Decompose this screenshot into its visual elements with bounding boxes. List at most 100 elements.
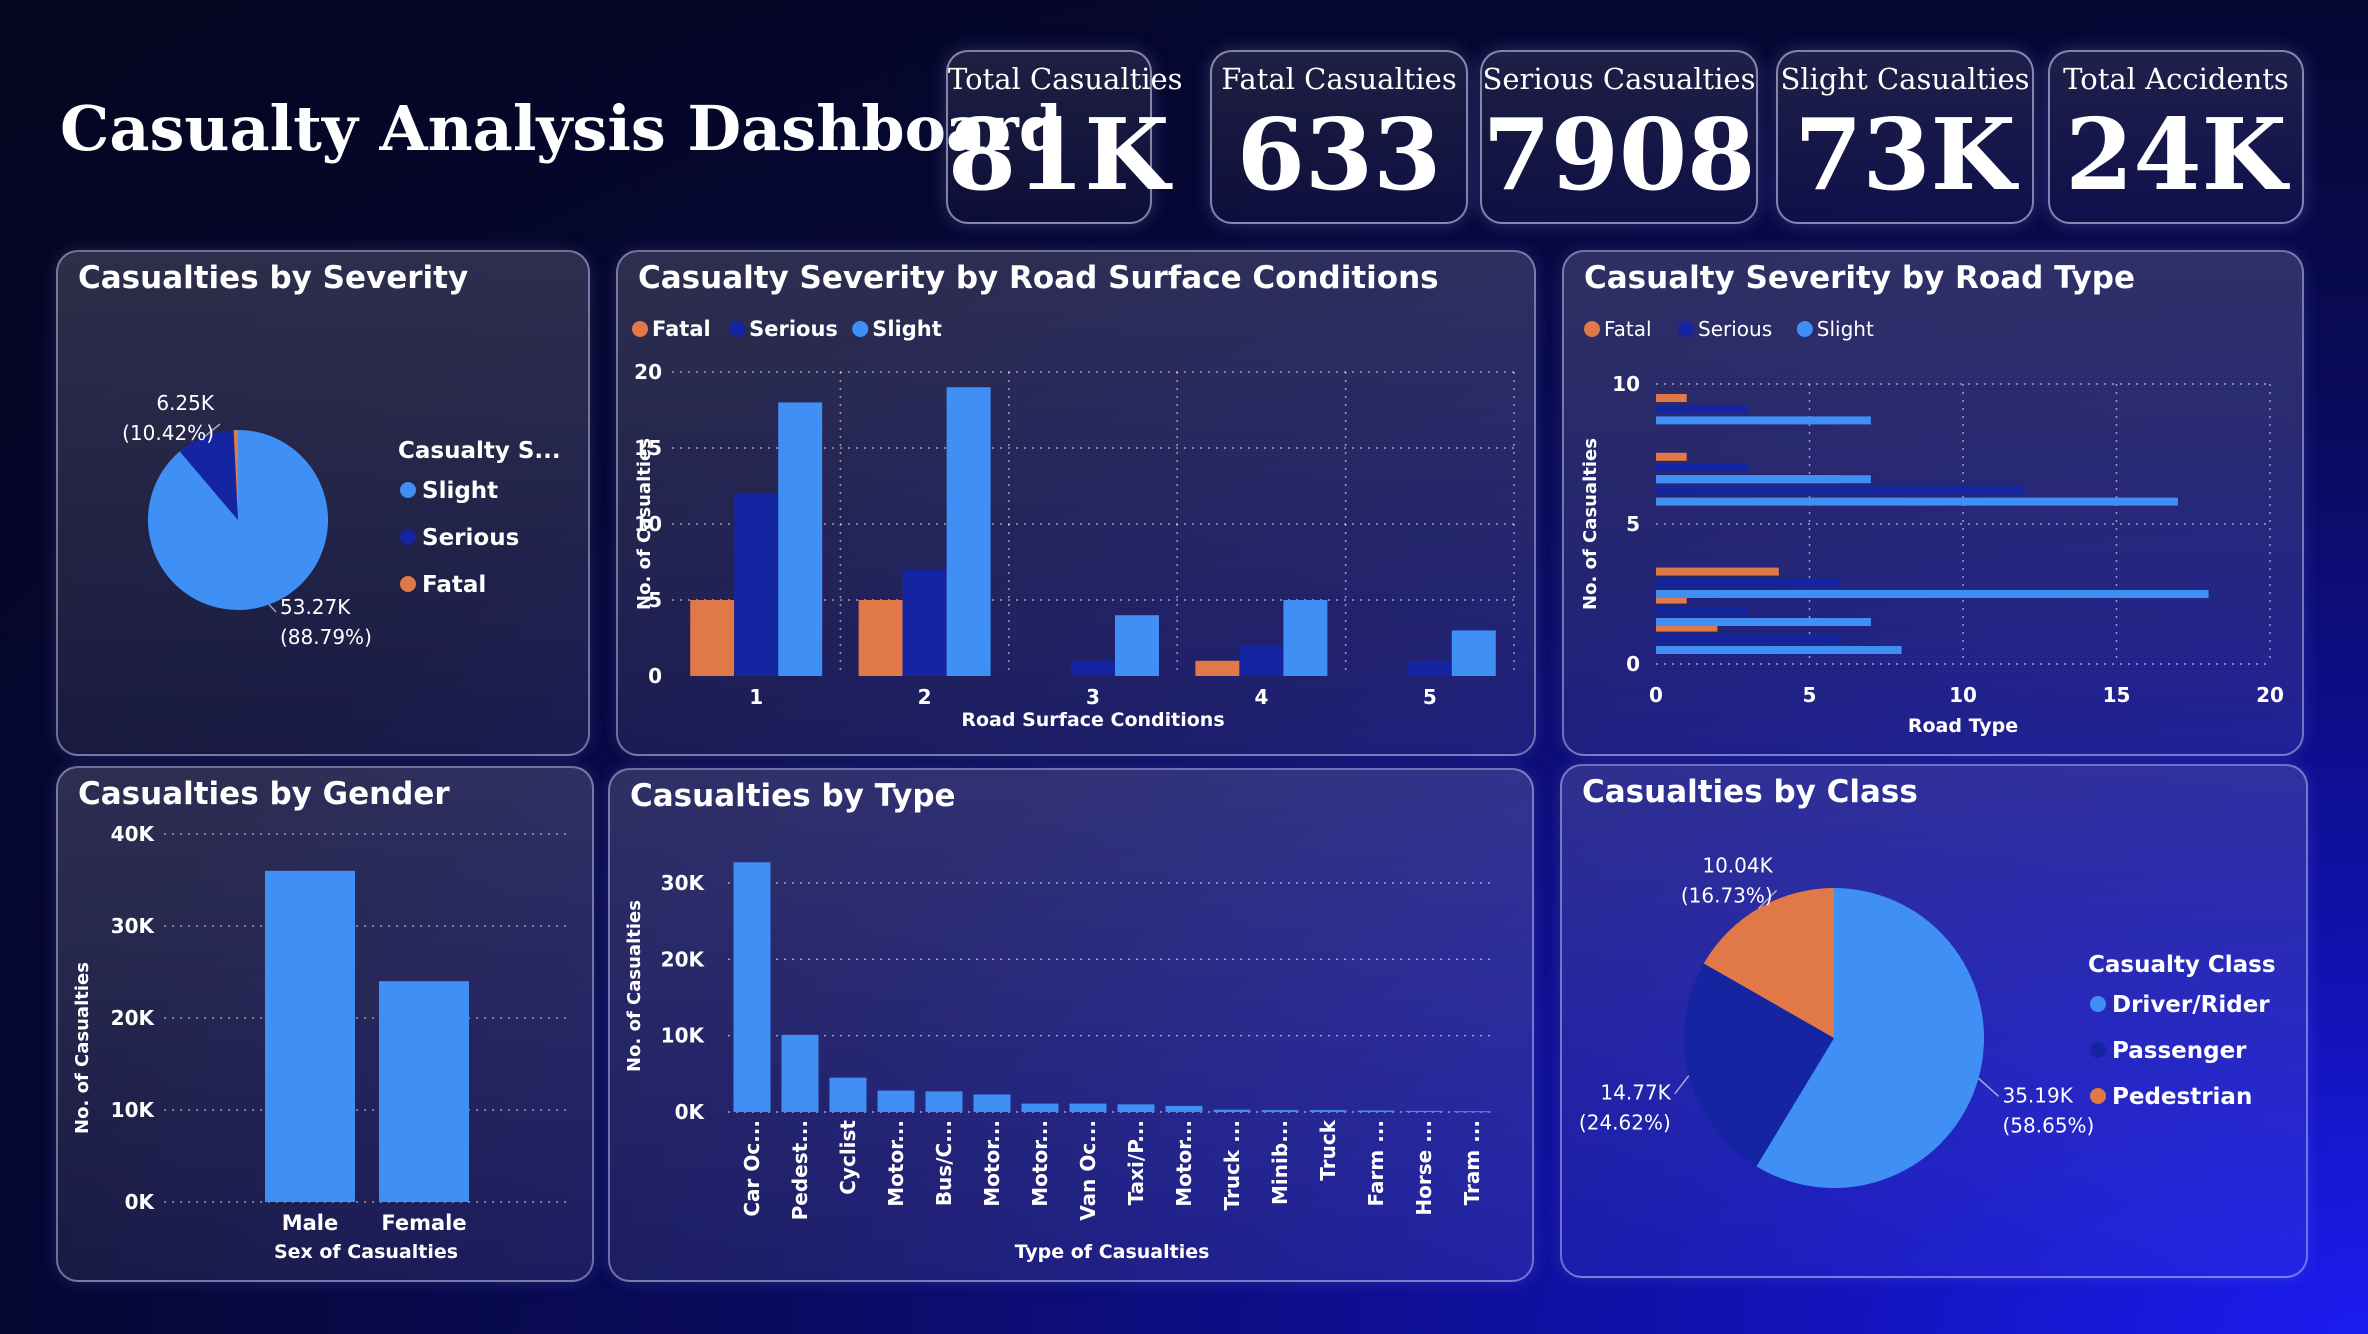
- bar-type: [1069, 1103, 1107, 1112]
- panel-severity-by-surface[interactable]: Casualty Severity by Road Surface Condit…: [616, 250, 1536, 756]
- bar-slight: [1656, 497, 2178, 506]
- panel-title: Casualties by Severity: [78, 260, 469, 296]
- bar-type: [1405, 1110, 1443, 1112]
- bar-type: [1117, 1104, 1155, 1112]
- x-tick-label: 0: [1649, 683, 1663, 707]
- bar-fatal: [1195, 660, 1240, 676]
- x-tick-label: 1: [749, 685, 763, 709]
- leader-line: [204, 423, 221, 437]
- x-axis-title: Road Type: [1908, 715, 2018, 737]
- legend-marker-fatal: [1584, 321, 1600, 337]
- surface-bar-chart: Fatal Serious Slight 0 5 10 15 20 1 2 3 4 5 Road Surf…: [632, 317, 1515, 731]
- panel-title: Casualties by Gender: [78, 776, 450, 812]
- panel-severity-by-road-type[interactable]: Casualty Severity by Road Type Fatal Seri…: [1562, 250, 2304, 756]
- x-tick-label: Motor...: [884, 1120, 908, 1207]
- panel-casualties-by-gender[interactable]: Casualties by Gender 0K 10K 20K 30K 40K Male F…: [56, 766, 594, 1282]
- bar-slight: [1451, 630, 1496, 676]
- kpi-card-slight-casualties[interactable]: Slight Casualties 73K: [1776, 50, 2034, 224]
- bar-fatal: [690, 600, 735, 676]
- leader-line: [1674, 1075, 1690, 1095]
- y-tick-label: 20K: [661, 947, 706, 971]
- legend-marker-slight: [852, 321, 869, 337]
- x-tick-label: Taxi/P...: [1124, 1120, 1148, 1205]
- bar-fatal: [1656, 623, 1718, 632]
- x-tick-label: 2: [918, 685, 932, 709]
- bar-slight: [778, 402, 823, 676]
- kpi-card-fatal-casualties[interactable]: Fatal Casualties 633: [1210, 50, 1468, 224]
- y-axis-title: No. of Casualties: [72, 962, 93, 1134]
- x-tick-label: Car Oc...: [740, 1120, 764, 1217]
- y-tick-label: 10K: [661, 1024, 706, 1048]
- kpi-card-total-accidents[interactable]: Total Accidents 24K: [2048, 50, 2304, 224]
- kpi-label: Total Casualties: [948, 62, 1183, 96]
- data-label-pct: (88.79%): [280, 625, 372, 649]
- bar-male: [265, 870, 355, 1202]
- legend-label-fatal: Fatal: [652, 317, 711, 341]
- legend-marker-passenger: [2090, 1042, 2106, 1058]
- panel-casualties-by-class[interactable]: Casualties by Class 35.19K (58.65%) 14.77K…: [1560, 764, 2308, 1278]
- kpi-card-total-casualties[interactable]: Total Casualties 81K: [946, 50, 1183, 224]
- panel-casualties-by-severity[interactable]: Casualties by Severity 53.27K (88.79%) 6.2…: [56, 250, 590, 756]
- bar-slight: [1656, 590, 2209, 598]
- bar-type: [1309, 1110, 1347, 1112]
- kpi-card-serious-casualties[interactable]: Serious Casualties 7908: [1480, 50, 1758, 224]
- kpi-label: Fatal Casualties: [1221, 62, 1457, 96]
- data-label-pct: (24.62%): [1579, 1111, 1671, 1135]
- panel-casualties-by-type[interactable]: Casualties by Type 0K 10K 20K 30K Car Oc... P…: [608, 768, 1534, 1282]
- x-tick-label: Bus/C...: [932, 1120, 956, 1206]
- panel-title: Casualty Severity by Road Surface Condit…: [638, 260, 1439, 296]
- legend-marker-slight: [400, 482, 416, 498]
- legend-label-serious: Serious: [749, 317, 838, 341]
- severity-pie-chart: 53.27K (88.79%) 6.25K (10.42%) Casualty S...…: [122, 391, 561, 649]
- x-tick-label: 10: [1949, 683, 1977, 707]
- bar-fatal: [1656, 452, 1687, 461]
- y-tick-label: 5: [1626, 512, 1640, 536]
- data-label-pct: (10.42%): [122, 421, 214, 445]
- pie-slice-passenger: [1684, 963, 1834, 1167]
- bar-female: [379, 981, 469, 1202]
- bar-slight: [1656, 416, 1871, 425]
- kpi-value: 633: [1236, 98, 1442, 213]
- data-label-value: 6.25K: [156, 391, 215, 415]
- legend-marker-pedestrian: [2090, 1088, 2106, 1104]
- legend-marker-serious: [400, 529, 416, 545]
- y-tick-label: 10: [634, 512, 662, 536]
- bar-type: [1357, 1110, 1395, 1112]
- x-tick-label: 15: [2103, 683, 2131, 707]
- y-tick-label: 0: [1626, 652, 1640, 676]
- kpi-label: Serious Casualties: [1482, 62, 1756, 96]
- x-tick-label: Motor...: [1028, 1120, 1052, 1207]
- legend-label-fatal: Fatal: [422, 572, 486, 598]
- bar-serious: [1656, 578, 1841, 587]
- pie-slice-pedestrian: [1703, 888, 1834, 1038]
- panel-title: Casualties by Class: [1582, 774, 1918, 810]
- pie-slice-driver-rider: [1756, 888, 1984, 1188]
- y-tick-label: 15: [634, 436, 662, 460]
- panel-title: Casualty Severity by Road Type: [1584, 260, 2136, 296]
- pie-slice-serious: [179, 430, 238, 520]
- y-tick-label: 40K: [111, 822, 156, 846]
- legend-label-slight: Slight: [1817, 317, 1874, 341]
- x-tick-label: 4: [1254, 685, 1268, 709]
- bar-type: [973, 1094, 1011, 1112]
- bar-slight: [1656, 475, 1871, 484]
- leader-line: [1977, 1077, 1999, 1097]
- x-tick-label: 5: [1803, 683, 1817, 707]
- legend-label-slight: Slight: [422, 478, 498, 504]
- kpi-value: 24K: [2065, 98, 2287, 213]
- bar-type: [1453, 1111, 1491, 1113]
- x-tick-label: Motor...: [980, 1120, 1004, 1207]
- type-bar-chart: 0K 10K 20K 30K Car Oc... Pedest... Cyclist Moto…: [624, 862, 1496, 1263]
- bar-serious: [1656, 606, 1749, 615]
- bar-type: [1213, 1109, 1251, 1112]
- dashboard-title: Casualty Analysis Dashboard: [60, 92, 1063, 165]
- x-tick-label: Motor...: [1172, 1120, 1196, 1207]
- x-tick-label: Horse ...: [1412, 1120, 1436, 1216]
- bar-serious: [1407, 660, 1452, 676]
- x-axis-title: Type of Casualties: [1015, 1241, 1210, 1263]
- gender-bar-chart: 0K 10K 20K 30K 40K Male Female Sex of Casualtie…: [72, 822, 572, 1263]
- y-tick-label: 5: [648, 588, 662, 612]
- legend-label-driver-rider: Driver/Rider: [2112, 992, 2270, 1018]
- x-tick-label: Truck: [1316, 1119, 1340, 1180]
- bar-type: [733, 862, 771, 1112]
